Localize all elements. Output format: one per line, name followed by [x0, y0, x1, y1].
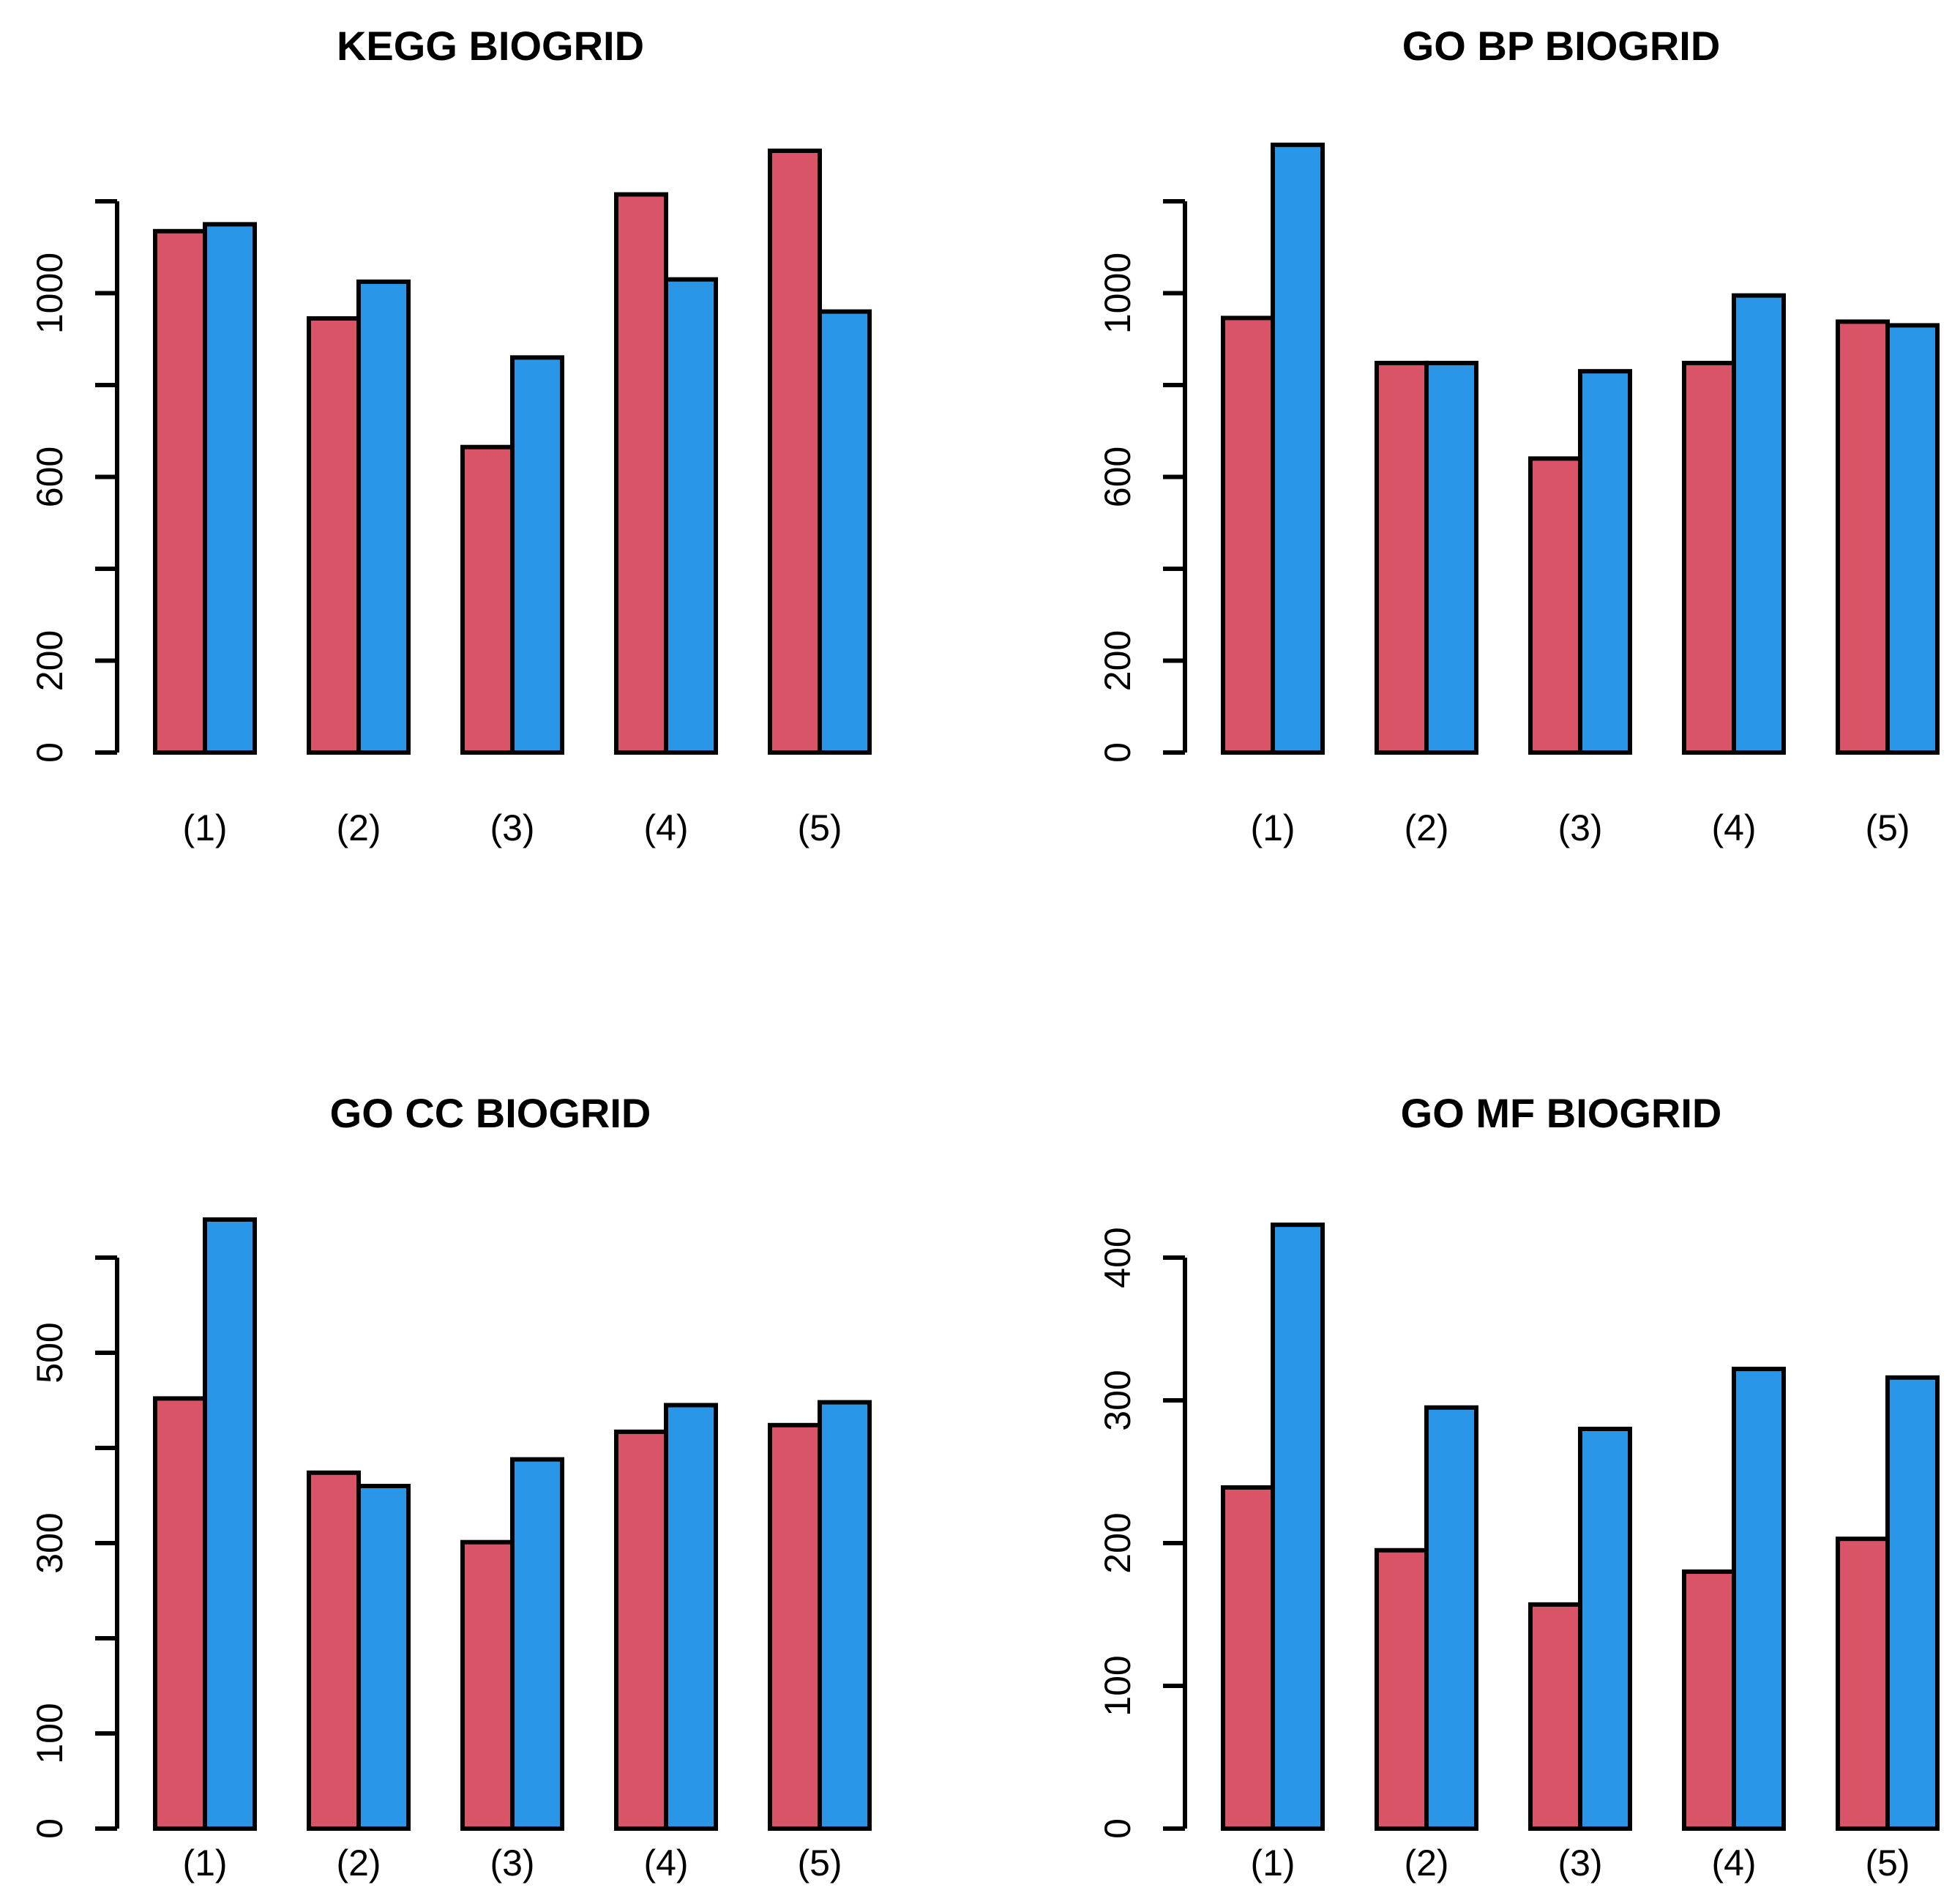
bar-red-group5 — [768, 1422, 822, 1831]
bar-blue-group2 — [356, 1484, 411, 1831]
bar-red-group2 — [307, 316, 361, 755]
bar-red-group3 — [1528, 456, 1582, 755]
bar-red-group3 — [460, 444, 515, 755]
bar-red-group2 — [307, 1470, 361, 1831]
y-tick-label: 100 — [29, 1703, 70, 1763]
x-category-label: (3) — [490, 1843, 534, 1884]
x-category-label: (1) — [182, 807, 227, 848]
bar-blue-group1 — [1271, 1222, 1325, 1831]
x-category-label: (4) — [1711, 807, 1756, 848]
bar-red-group1 — [1221, 1485, 1275, 1831]
bar-blue-group3 — [510, 355, 564, 755]
bar-red-group5 — [768, 148, 822, 755]
bar-blue-group4 — [1732, 293, 1786, 755]
x-category-label: (3) — [1558, 1843, 1602, 1884]
y-tick-label: 400 — [1097, 1227, 1138, 1288]
y-tick-label: 500 — [29, 1322, 70, 1383]
go-bp-biogrid-chart: GO BP BIOGRID 0 200 600 1000 (1) (2) (3) (4) (5) — [1097, 23, 1940, 848]
plot-area: 0 100 200 300 400 (1) (2) (3) (4) (5) — [1097, 1222, 1940, 1884]
x-category-label: (2) — [1404, 807, 1448, 848]
bar-red-group4 — [614, 1429, 668, 1831]
x-category-label: (5) — [1865, 1843, 1910, 1884]
bar-blue-group4 — [664, 277, 718, 755]
bar-blue-group2 — [1424, 360, 1478, 755]
y-tick-label: 1000 — [29, 253, 70, 334]
x-category-label: (5) — [1865, 807, 1910, 848]
bar-blue-group4 — [1732, 1367, 1786, 1831]
y-tick-label: 200 — [29, 630, 70, 691]
bar-red-group4 — [614, 192, 668, 755]
x-category-label: (5) — [797, 807, 842, 848]
bar-blue-group3 — [1578, 369, 1632, 755]
bar-blue-group5 — [1885, 323, 1940, 755]
y-tick-label: 0 — [29, 1818, 70, 1839]
bar-red-group1 — [153, 1396, 207, 1831]
go-mf-biogrid-chart: GO MF BIOGRID 0 100 200 300 400 (1) (2) (3) (4) (… — [1097, 1090, 1940, 1884]
bar-blue-group4 — [664, 1403, 718, 1831]
x-category-label: (2) — [336, 807, 381, 848]
y-tick-label: 200 — [1097, 1512, 1138, 1573]
y-tick-label: 1000 — [1097, 253, 1138, 334]
plot-area: 0 200 600 1000 (1) (2) (3) (4) (5) — [29, 148, 872, 848]
x-category-label: (4) — [643, 807, 688, 848]
chart-title: GO CC BIOGRID — [330, 1090, 651, 1136]
y-tick-label: 600 — [1097, 447, 1138, 507]
bar-red-group2 — [1375, 1548, 1429, 1831]
x-category-label: (1) — [1250, 807, 1295, 848]
x-category-label: (4) — [643, 1843, 688, 1884]
x-category-label: (1) — [182, 1843, 227, 1884]
y-tick-label: 200 — [1097, 630, 1138, 691]
bar-red-group1 — [153, 228, 207, 755]
bar-red-group1 — [1221, 316, 1275, 755]
bar-blue-group2 — [1424, 1405, 1478, 1831]
y-tick-label: 600 — [29, 447, 70, 507]
x-category-label: (5) — [797, 1843, 842, 1884]
bar-blue-group5 — [818, 309, 872, 755]
x-category-label: (4) — [1711, 1843, 1756, 1884]
bar-red-group4 — [1682, 360, 1736, 755]
bar-red-group5 — [1836, 319, 1890, 755]
bar-red-group4 — [1682, 1569, 1736, 1831]
panel-go-cc-biogrid: GO CC BIOGRID 0 100 300 500 (1) (2) (3) (4) (5) — [0, 952, 976, 1904]
bar-blue-group3 — [1578, 1427, 1632, 1831]
y-tick-label: 300 — [1097, 1370, 1138, 1430]
plot-area: 0 100 300 500 (1) (2) (3) (4) (5) — [29, 1217, 872, 1884]
bar-blue-group2 — [356, 279, 411, 755]
y-tick-label: 100 — [1097, 1655, 1138, 1716]
x-category-label: (1) — [1250, 1843, 1295, 1884]
x-category-label: (3) — [1558, 807, 1602, 848]
go-cc-biogrid-chart: GO CC BIOGRID 0 100 300 500 (1) (2) (3) (4) (5) — [29, 1090, 872, 1884]
y-tick-label: 300 — [29, 1512, 70, 1573]
bar-blue-group3 — [510, 1457, 564, 1831]
bar-blue-group1 — [1271, 142, 1325, 755]
bar-red-group2 — [1375, 360, 1429, 755]
x-category-label: (2) — [1404, 1843, 1448, 1884]
bar-blue-group1 — [203, 1217, 257, 1831]
chart-title: GO BP BIOGRID — [1402, 23, 1721, 69]
plot-area: 0 200 600 1000 (1) (2) (3) (4) (5) — [1097, 142, 1940, 848]
chart-title: KEGG BIOGRID — [337, 23, 644, 69]
chart-title: GO MF BIOGRID — [1401, 1090, 1722, 1136]
bar-red-group5 — [1836, 1537, 1890, 1832]
bar-blue-group5 — [818, 1400, 872, 1831]
x-category-label: (2) — [336, 1843, 381, 1884]
y-tick-label: 0 — [1097, 742, 1138, 763]
bar-blue-group1 — [203, 222, 257, 755]
panel-go-mf-biogrid: GO MF BIOGRID 0 100 200 300 400 (1) (2) (3) (4) (… — [976, 952, 1952, 1904]
panel-go-bp-biogrid: GO BP BIOGRID 0 200 600 1000 (1) (2) (3) (4) (5) — [976, 0, 1952, 952]
x-category-label: (3) — [490, 807, 534, 848]
bar-red-group3 — [1528, 1602, 1582, 1831]
bar-red-group3 — [460, 1539, 515, 1831]
bar-blue-group5 — [1885, 1375, 1940, 1831]
y-tick-label: 0 — [1097, 1818, 1138, 1839]
kegg-biogrid-chart: KEGG BIOGRID 0 200 600 1000 (1) (2) (3) (4) (5) — [29, 23, 872, 848]
y-tick-label: 0 — [29, 742, 70, 763]
panel-kegg-biogrid: KEGG BIOGRID 0 200 600 1000 (1) (2) (3) (4) (5) — [0, 0, 976, 952]
